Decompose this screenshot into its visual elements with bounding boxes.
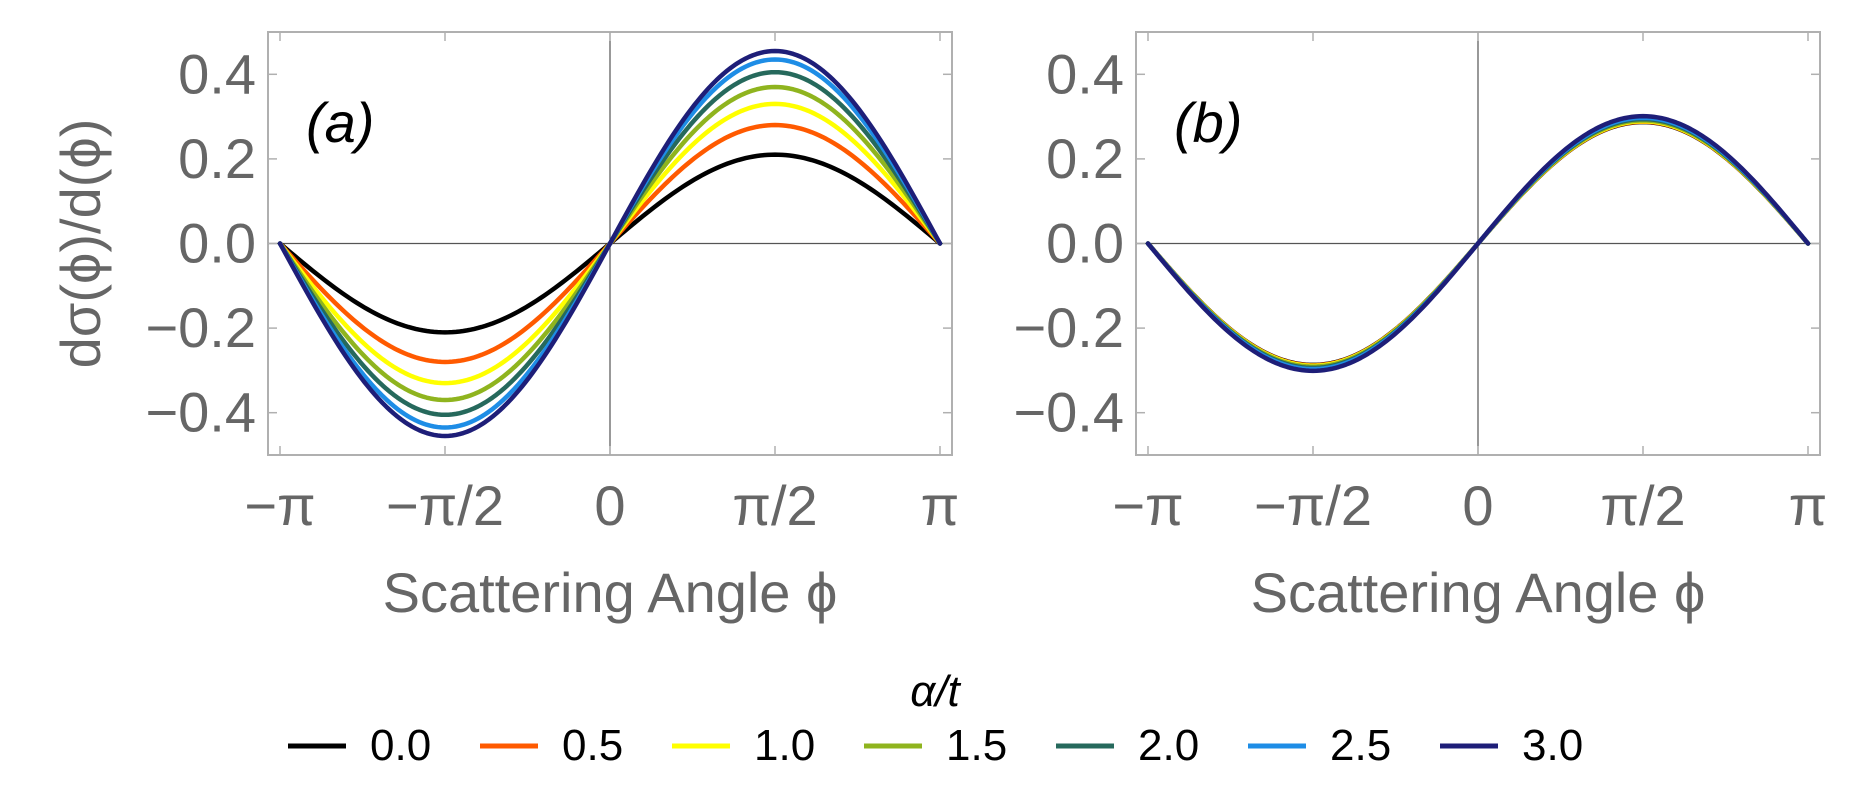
panel-b: 0.4 0.2 0.0 −0.2 −0.4 −π −π/2 0 π/2 π (b) Scatterin… bbox=[1013, 31, 1828, 624]
panel-a: 0.4 0.2 0.0 −0.2 −0.4 −π −π/2 0 π/2 π (a) Scatterin… bbox=[49, 31, 960, 624]
y-tick-label: −0.4 bbox=[1013, 381, 1124, 444]
legend-label: 1.5 bbox=[946, 721, 1007, 770]
x-axis-title: Scattering Angle ϕ bbox=[1251, 561, 1706, 624]
legend-item: 2.5 bbox=[1248, 721, 1391, 770]
y-tick-label: −0.2 bbox=[145, 296, 256, 359]
legend-label: 2.0 bbox=[1138, 721, 1199, 770]
x-tick-label: −π bbox=[244, 474, 315, 537]
y-tick-label: −0.2 bbox=[1013, 296, 1124, 359]
legend-item: 0.5 bbox=[480, 721, 623, 770]
legend: α/t 0.0 0.5 1.0 1.5 2.0 2.5 3.0 bbox=[288, 667, 1583, 770]
legend-item: 1.5 bbox=[864, 721, 1007, 770]
y-tick-label: 0.4 bbox=[1046, 42, 1124, 105]
legend-item: 1.0 bbox=[672, 721, 815, 770]
x-tick-label: −π bbox=[1112, 474, 1183, 537]
y-tick-label: 0.0 bbox=[178, 212, 256, 275]
y-tick-label: −0.4 bbox=[145, 381, 256, 444]
y-axis-title: dσ(ϕ)/d(ϕ) bbox=[49, 119, 112, 369]
legend-item: 0.0 bbox=[288, 721, 431, 770]
y-tick-label: 0.0 bbox=[1046, 212, 1124, 275]
y-tick-label: 0.2 bbox=[1046, 127, 1124, 190]
legend-title: α/t bbox=[910, 667, 961, 716]
x-tick-label: 0 bbox=[594, 474, 625, 537]
y-tick-label: 0.2 bbox=[178, 127, 256, 190]
y-tick-label: 0.4 bbox=[178, 42, 256, 105]
panel-label: (b) bbox=[1174, 91, 1242, 154]
legend-item: 2.0 bbox=[1056, 721, 1199, 770]
legend-label: 0.0 bbox=[370, 721, 431, 770]
panel-label: (a) bbox=[306, 91, 374, 154]
x-tick-label: π bbox=[1789, 474, 1828, 537]
legend-label: 1.0 bbox=[754, 721, 815, 770]
x-tick-label: 0 bbox=[1462, 474, 1493, 537]
x-tick-label: −π/2 bbox=[386, 474, 504, 537]
x-tick-label: −π/2 bbox=[1254, 474, 1372, 537]
x-tick-label: π bbox=[921, 474, 960, 537]
x-tick-label: π/2 bbox=[732, 474, 817, 537]
legend-label: 0.5 bbox=[562, 721, 623, 770]
x-tick-label: π/2 bbox=[1600, 474, 1685, 537]
series-line-3-0 bbox=[1145, 113, 1811, 374]
legend-label: 2.5 bbox=[1330, 721, 1391, 770]
series-line-3-0 bbox=[277, 48, 943, 439]
legend-item: 3.0 bbox=[1440, 721, 1583, 770]
legend-label: 3.0 bbox=[1522, 721, 1583, 770]
x-axis-title: Scattering Angle ϕ bbox=[383, 561, 838, 624]
